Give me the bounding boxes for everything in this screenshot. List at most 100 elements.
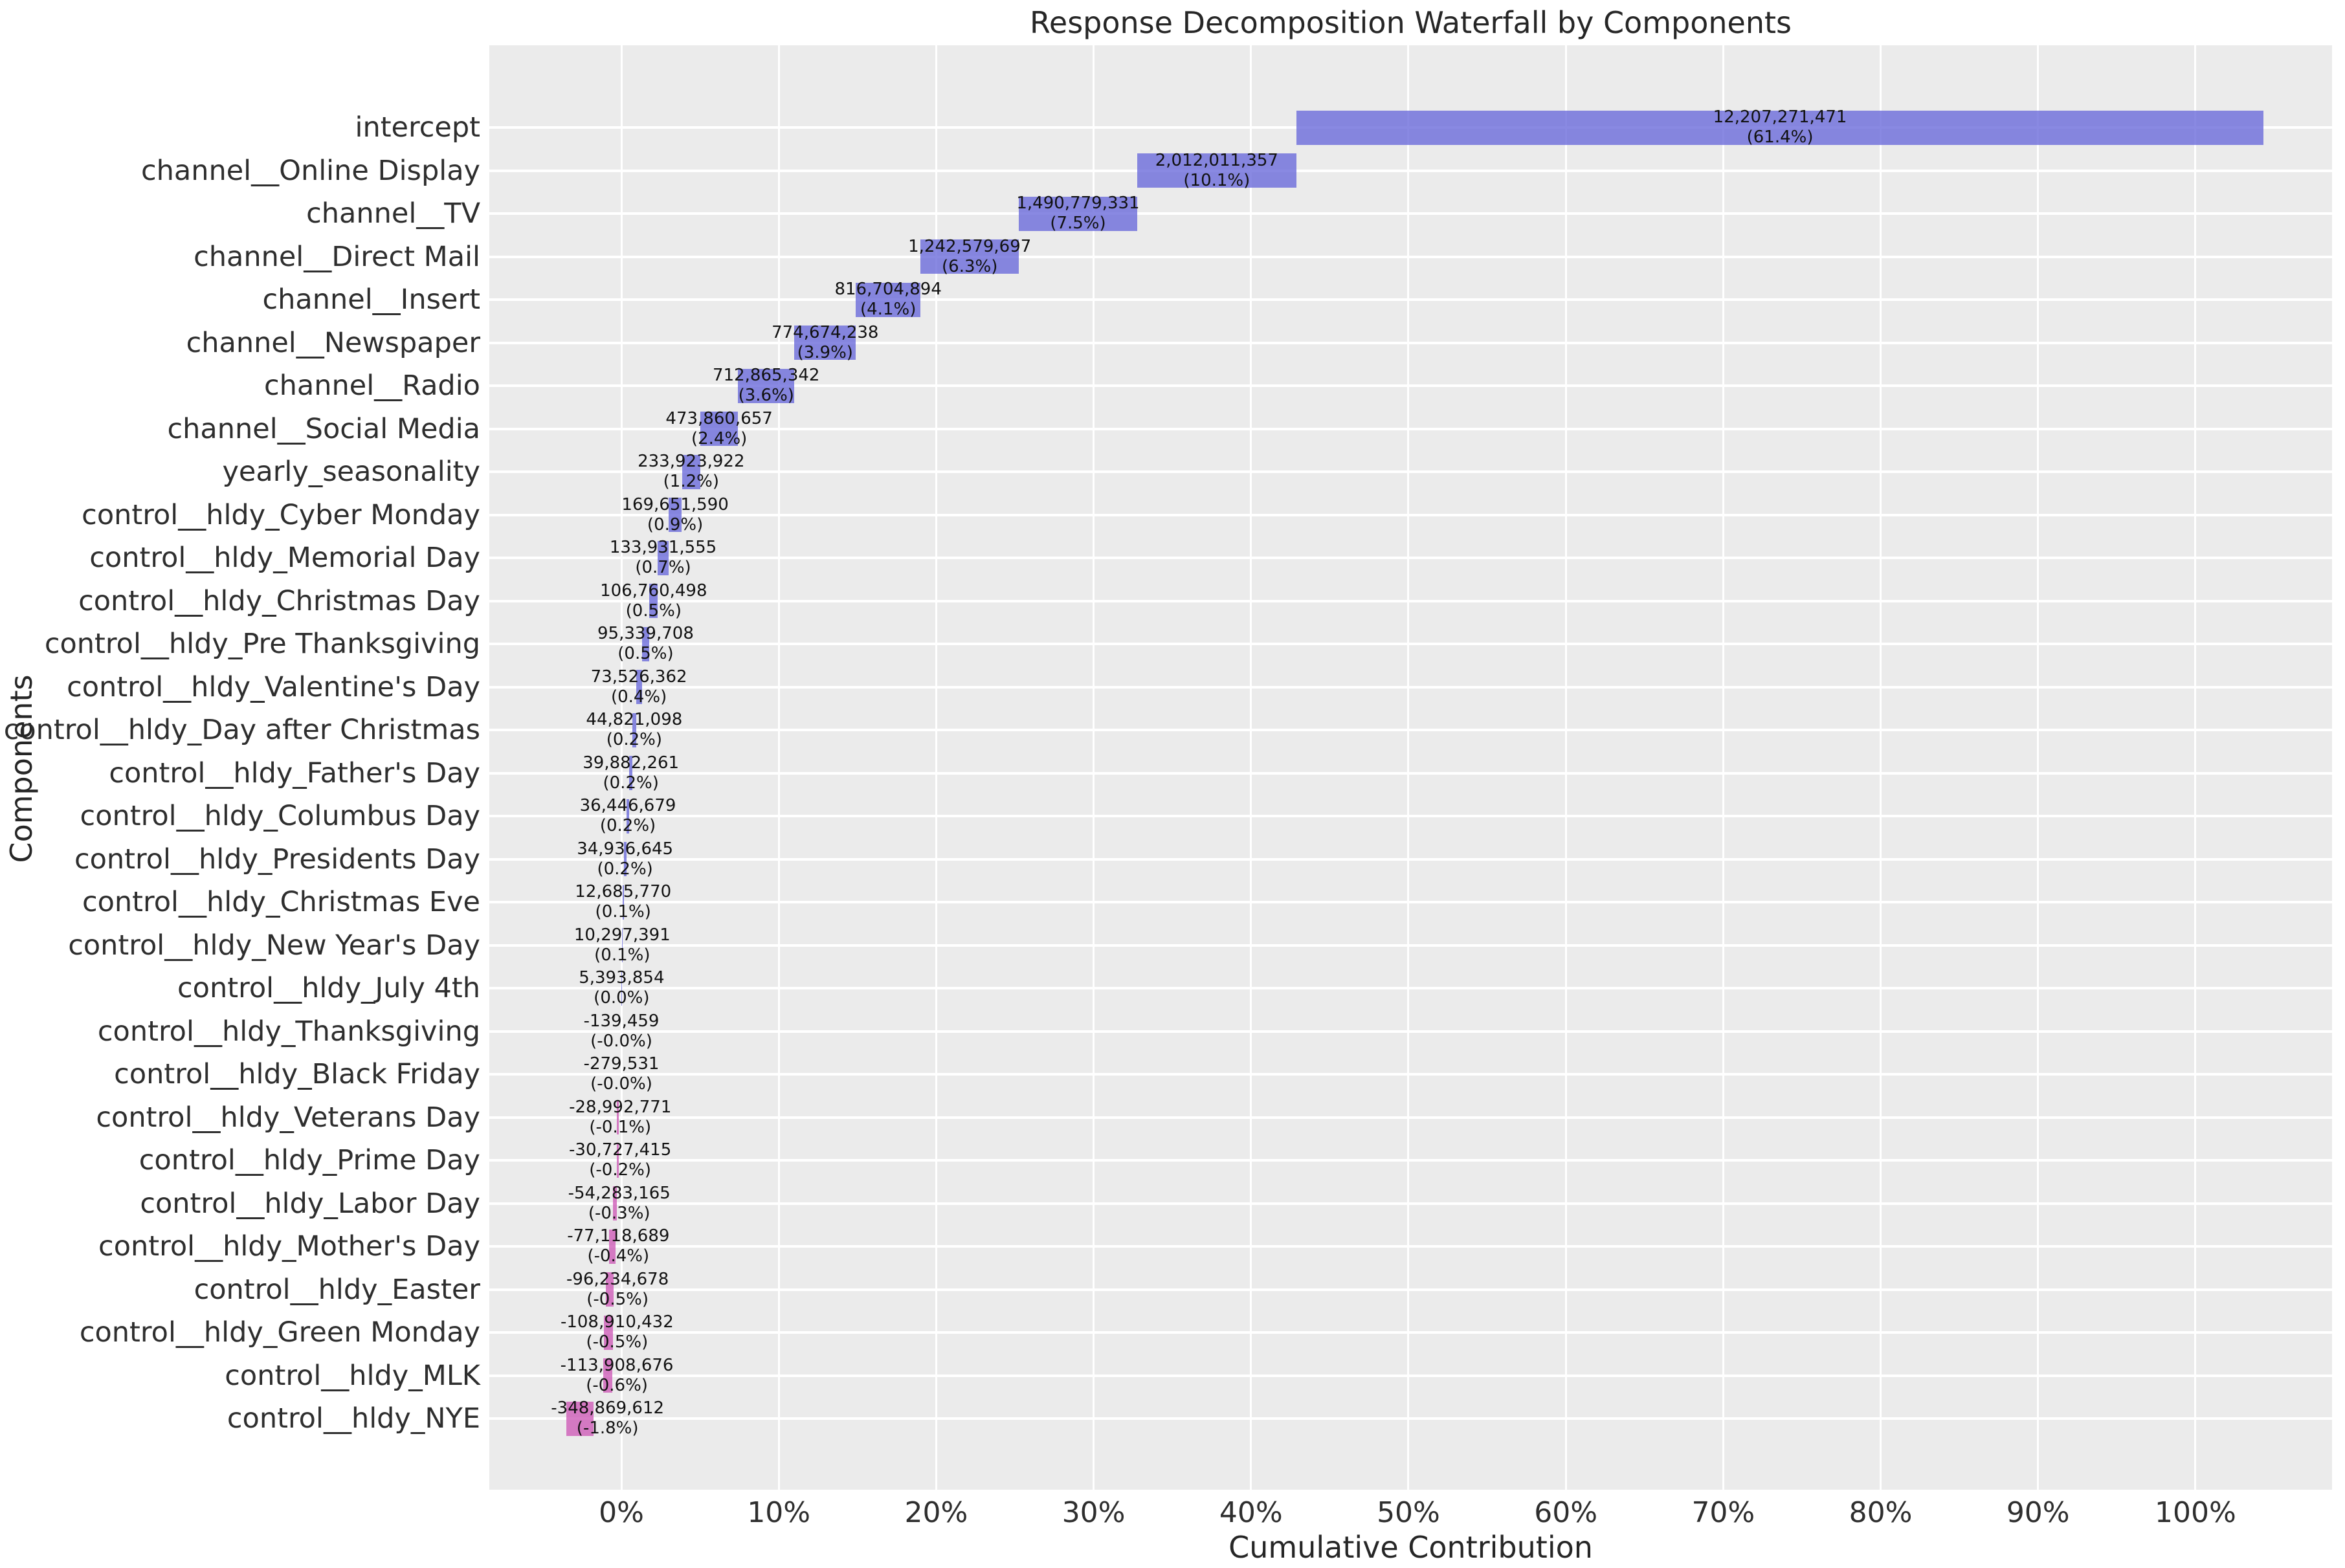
waterfall-bar-positive <box>636 670 642 704</box>
bar-annotation: 34,936,645 (0.2%) <box>577 839 673 879</box>
bar-value-label: 44,821,098 <box>586 710 683 729</box>
bar-percent-label: (3.9%) <box>797 342 853 362</box>
y-axis-label: control__hldy_Labor Day <box>140 1187 480 1220</box>
horizontal-gridline <box>489 384 2332 387</box>
bar-annotation: 10,297,391 (0.1%) <box>574 925 671 966</box>
horizontal-gridline <box>489 857 2332 861</box>
bar-percent-label: (-0.6%) <box>586 1375 648 1395</box>
bar-annotation: -30,727,415 (-0.2%) <box>569 1140 671 1180</box>
bar-annotation: -77,118,689 (-0.4%) <box>567 1226 669 1266</box>
y-axis-label: control__hldy_Easter <box>194 1273 480 1306</box>
horizontal-gridline <box>489 987 2332 989</box>
horizontal-gridline <box>489 1288 2332 1291</box>
horizontal-gridline <box>489 1245 2332 1248</box>
bar-annotation: -54,283,165 (-0.3%) <box>568 1184 671 1224</box>
y-axis-label: control__hldy_Pre Thanksgiving <box>44 628 480 660</box>
bar-annotation: 712,865,342 (3.6%) <box>713 366 819 406</box>
bar-value-label: -77,118,689 <box>567 1226 670 1246</box>
waterfall-bar-positive <box>649 584 658 618</box>
bar-percent-label: (0.2%) <box>603 773 659 793</box>
waterfall-bar-positive <box>623 842 627 876</box>
x-tick-label: 100% <box>2155 1496 2236 1529</box>
bar-annotation: 73,526,362 (0.4%) <box>591 667 687 707</box>
y-axis-label: control__hldy_New Year's Day <box>68 929 480 962</box>
y-axis-label: control__hldy_Prime Day <box>139 1144 480 1176</box>
waterfall-bar-positive <box>738 368 795 403</box>
waterfall-bar-positive <box>622 885 624 920</box>
bar-value-label: 34,936,645 <box>577 839 674 859</box>
horizontal-gridline <box>489 557 2332 559</box>
bar-percent-label: (1.2%) <box>663 472 719 491</box>
bar-percent-label: (-0.5%) <box>586 1289 649 1309</box>
bar-annotation: 44,821,098 (0.2%) <box>586 710 682 750</box>
vertical-gridline <box>1880 45 1882 1490</box>
horizontal-gridline <box>489 212 2332 215</box>
bar-value-label: 95,339,708 <box>597 624 694 643</box>
bar-annotation: -348,869,612 (-1.8%) <box>551 1398 664 1439</box>
waterfall-bar-negative <box>603 1358 613 1393</box>
bar-value-label: -54,283,165 <box>568 1183 671 1203</box>
waterfall-bar-positive <box>682 454 701 489</box>
vertical-gridline <box>1250 45 1252 1490</box>
bar-value-label: 39,882,261 <box>583 753 680 773</box>
horizontal-gridline <box>489 901 2332 903</box>
bar-value-label: 73,526,362 <box>590 667 687 687</box>
horizontal-gridline <box>489 771 2332 775</box>
horizontal-gridline <box>489 685 2332 689</box>
waterfall-bar-positive <box>621 971 622 1006</box>
bar-percent-label: (0.9%) <box>647 514 704 535</box>
vertical-gridline <box>2194 45 2197 1490</box>
waterfall-bar-positive <box>856 282 921 317</box>
waterfall-bar-negative <box>616 1143 619 1178</box>
waterfall-bar-positive <box>626 799 630 834</box>
y-axis-label: intercept <box>355 111 481 144</box>
x-tick-label: 90% <box>2006 1496 2070 1529</box>
vertical-gridline <box>1093 45 1095 1490</box>
bar-percent-label: (10.1%) <box>1183 170 1250 190</box>
bar-annotation: 169,651,590 (0.9%) <box>621 495 728 535</box>
horizontal-gridline <box>489 1417 2332 1420</box>
bar-value-label: 1,490,779,331 <box>1016 193 1140 213</box>
bar-value-label: -113,908,676 <box>560 1355 674 1375</box>
chart-title: Response Decomposition Waterfall by Comp… <box>1030 5 1792 40</box>
waterfall-bar-positive <box>1019 196 1137 231</box>
y-axis-title: Components <box>4 674 39 863</box>
bar-annotation: -113,908,676 (-0.6%) <box>561 1356 674 1396</box>
bar-percent-label: (0.7%) <box>635 558 691 577</box>
bar-percent-label: (-0.3%) <box>588 1203 650 1223</box>
bar-percent-label: (2.4%) <box>691 428 748 448</box>
bar-value-label: -108,910,432 <box>560 1312 674 1332</box>
bar-percent-label: (0.2%) <box>606 730 663 749</box>
bar-percent-label: (3.6%) <box>738 386 794 405</box>
horizontal-gridline <box>489 255 2332 258</box>
y-axis-label: control__hldy_Black Friday <box>114 1058 480 1090</box>
bar-annotation: 133,931,555 (0.7%) <box>610 538 717 578</box>
horizontal-gridline <box>489 729 2332 731</box>
x-tick-label: 60% <box>1534 1496 1598 1529</box>
waterfall-bar-negative <box>609 1229 616 1264</box>
horizontal-gridline <box>489 298 2332 301</box>
x-tick-label: 40% <box>1219 1496 1283 1529</box>
horizontal-gridline <box>489 1202 2332 1205</box>
y-axis-label: control__hldy_Green Monday <box>79 1316 480 1349</box>
waterfall-bar-positive <box>1296 110 2264 145</box>
bar-annotation: 5,393,854 (0.0%) <box>579 968 664 1008</box>
y-axis-label: yearly_seasonality <box>222 456 480 488</box>
bar-percent-label: (-1.8%) <box>576 1419 639 1438</box>
waterfall-bar-positive <box>632 712 636 747</box>
bar-percent-label: (61.4%) <box>1746 127 1814 147</box>
y-axis-label: channel__Insert <box>262 283 480 316</box>
bar-percent-label: (0.4%) <box>610 687 667 707</box>
y-axis-label: channel__Social Media <box>167 412 480 445</box>
bar-annotation: -96,234,678 (-0.5%) <box>566 1270 669 1310</box>
x-tick-label: 70% <box>1691 1496 1755 1529</box>
bar-percent-label: (0.5%) <box>617 644 674 663</box>
waterfall-bar-positive <box>668 498 682 532</box>
bar-value-label: -139,459 <box>583 1011 660 1031</box>
waterfall-bar-positive <box>621 928 623 962</box>
vertical-gridline <box>777 45 780 1490</box>
bar-annotation: 774,674,238 (3.9%) <box>772 323 878 363</box>
y-axis-label: control__hldy_July 4th <box>177 972 480 1004</box>
horizontal-gridline <box>489 1331 2332 1334</box>
x-axis-title: Cumulative Contribution <box>1228 1530 1593 1565</box>
